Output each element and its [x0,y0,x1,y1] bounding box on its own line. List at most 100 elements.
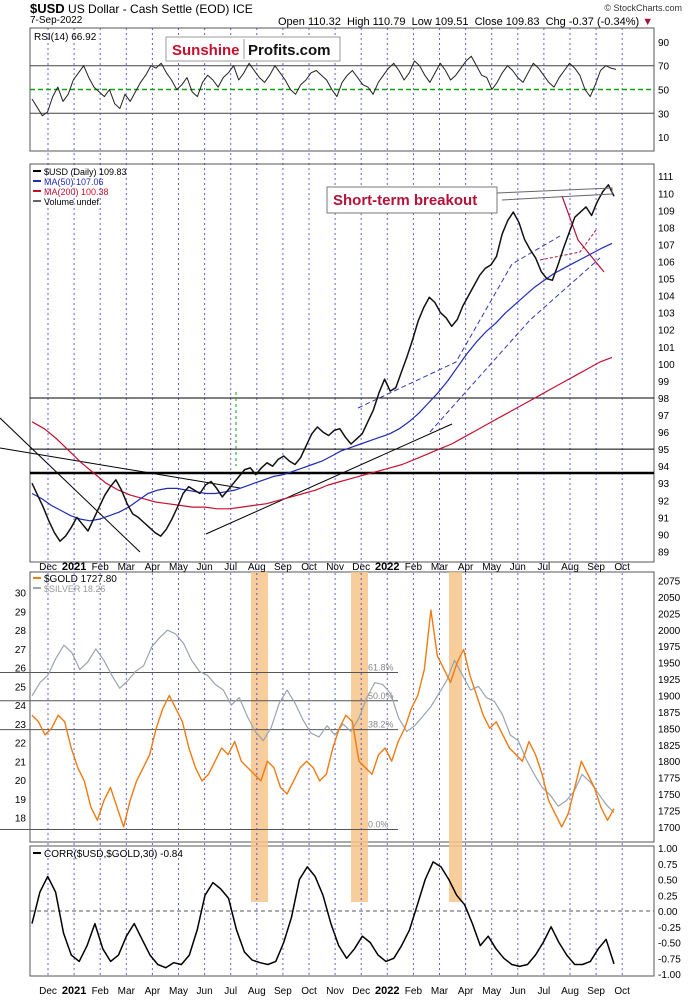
rsi-line [31,55,617,117]
x-tick-label: Aug [561,562,579,573]
rsi-panel: 10 30 50 70 90 RSI(14) 66.92 [30,32,670,144]
usd-y-tick: 97 [658,411,670,422]
corr-y-tick: 0.00 [658,907,678,918]
usd-y-tick: 109 [658,206,675,217]
high-value: 110.79 [372,16,406,28]
gold-y-tick: 1800 [658,757,681,768]
usd-price-line [31,184,615,542]
corr-y-tick: -0.50 [658,939,681,950]
watermark-box [165,36,341,62]
usd-y-tick: 103 [658,309,675,320]
ma200-line [31,356,613,510]
usd-legend-entry: $USD (Daily) 109.83 [44,167,127,177]
usd-y-tick: 107 [658,240,675,251]
trendline-flat [0,447,241,489]
x-tick-label: Mar [118,562,136,573]
usd-legend-entry: MA(50) 107.06 [44,177,104,187]
sunshine-profits-watermark: Sunshine Profits.com [165,36,341,62]
corr-y-tick: -0.25 [658,923,681,934]
x-tick-label: Aug [248,986,266,997]
x-tick-label: Apr [145,986,161,997]
wedge-upper-red [561,195,605,273]
x-tick-label: Jul [224,986,237,997]
annotation-pointer [496,187,613,201]
silver-legend-entry: $SILVER 18.26 [44,584,105,594]
stockcharts-credit: © StockCharts.com [604,3,682,13]
rsi-y-tick: 30 [658,109,670,120]
chg-label: Chg [545,16,566,28]
usd-y-tick: 91 [658,513,670,524]
annotation-box [326,186,498,214]
x-tick-label: May [169,986,188,997]
low-label: Low [411,16,432,28]
usd-y-tick: 100 [658,360,675,371]
usd-y-tick: 110 [658,189,674,200]
gold-panel-frame [29,571,655,843]
gold-y-tick: 2050 [658,593,681,604]
silver-y-tick: 24 [15,701,27,712]
highlight-period-3 [449,572,462,902]
gold-line [31,609,615,828]
corr-title: CORR($USD,$GOLD,30) -0.84 [44,849,183,860]
usd-y-tick: 89 [658,547,670,558]
silver-y-tick: 20 [15,776,27,787]
gold-y-tick: 2075 [658,577,681,588]
x-tick-label: Apr [145,562,161,573]
trendline-descending [0,417,141,553]
gold-legend-entry: $GOLD 1727.80 [44,574,117,585]
ohlc-readout: Open 110.32 High 110.79 Low 109.51 Close… [278,16,653,28]
x-tick-label: Mar [431,562,449,573]
fib-level-label: 61.8% [368,663,394,673]
x-tick-label: Jun [510,986,526,997]
usd-y-tick: 90 [658,530,670,541]
silver-y-tick: 27 [15,645,27,656]
x-tick-label: Dec [352,562,370,573]
chg-value: -0.37 (-0.34%) [568,16,640,28]
x-tick-label: Jul [538,562,551,573]
x-tick-label: Jun [197,562,213,573]
corr-y-tick: 1.00 [658,844,678,855]
rsi-title: RSI(14) 66.92 [34,32,97,43]
gold-y-tick: 1950 [658,659,681,670]
silver-y-tick: 26 [15,664,27,675]
instrument-name: US Dollar - Cash Settle (EOD) [68,2,230,16]
annotation-text: Short-term breakout [333,192,477,209]
usd-y-tick: 94 [658,462,670,473]
x-tick-label: Mar [431,986,449,997]
silver-y-tick: 23 [15,720,27,731]
silver-line [31,629,615,814]
corr-line [31,861,615,969]
low-value: 109.51 [434,16,469,28]
usd-y-tick: 105 [658,275,675,286]
trendline-rising [205,423,453,535]
channel-upper-dashed [357,235,561,409]
usd-y-tick: 96 [658,428,670,439]
x-tick-label: Nov [326,562,344,573]
usd-y-tick: 101 [658,343,675,354]
x-tick-label: Jul [538,986,551,997]
usd-panel: 89 90 91 92 93 94 95 96 97 98 99 100 101 102 103 104 105… [0,167,675,558]
gold-y-tick: 1900 [658,692,681,703]
x-tick-label: Feb [405,562,423,573]
fib-level-label: 0.0% [368,819,389,829]
x-tick-label: Aug [561,986,579,997]
chart-header: $USD US Dollar - Cash Settle (EOD) ICE 7… [0,0,700,28]
wedge-lower-red [539,229,597,261]
usd-legend-entry: Volume undef [44,197,100,207]
rsi-y-tick: 90 [658,38,670,49]
channel-lower-dashed [429,257,601,433]
x-tick-label: Feb [405,986,423,997]
silver-y-tick: 21 [15,757,27,768]
gold-y-tick: 1925 [658,675,681,686]
usd-y-tick: 92 [658,496,670,507]
symbol: $USD [30,1,65,16]
usd-y-tick: 102 [658,326,675,337]
x-tick-label: Aug [248,562,266,573]
open-value: 110.32 [307,16,341,28]
silver-y-tick: 25 [15,682,27,693]
rsi-y-tick: 10 [658,133,670,144]
gold-y-tick: 1775 [658,774,681,785]
silver-y-tick: 18 [15,814,27,825]
silver-y-tick: 28 [15,626,27,637]
